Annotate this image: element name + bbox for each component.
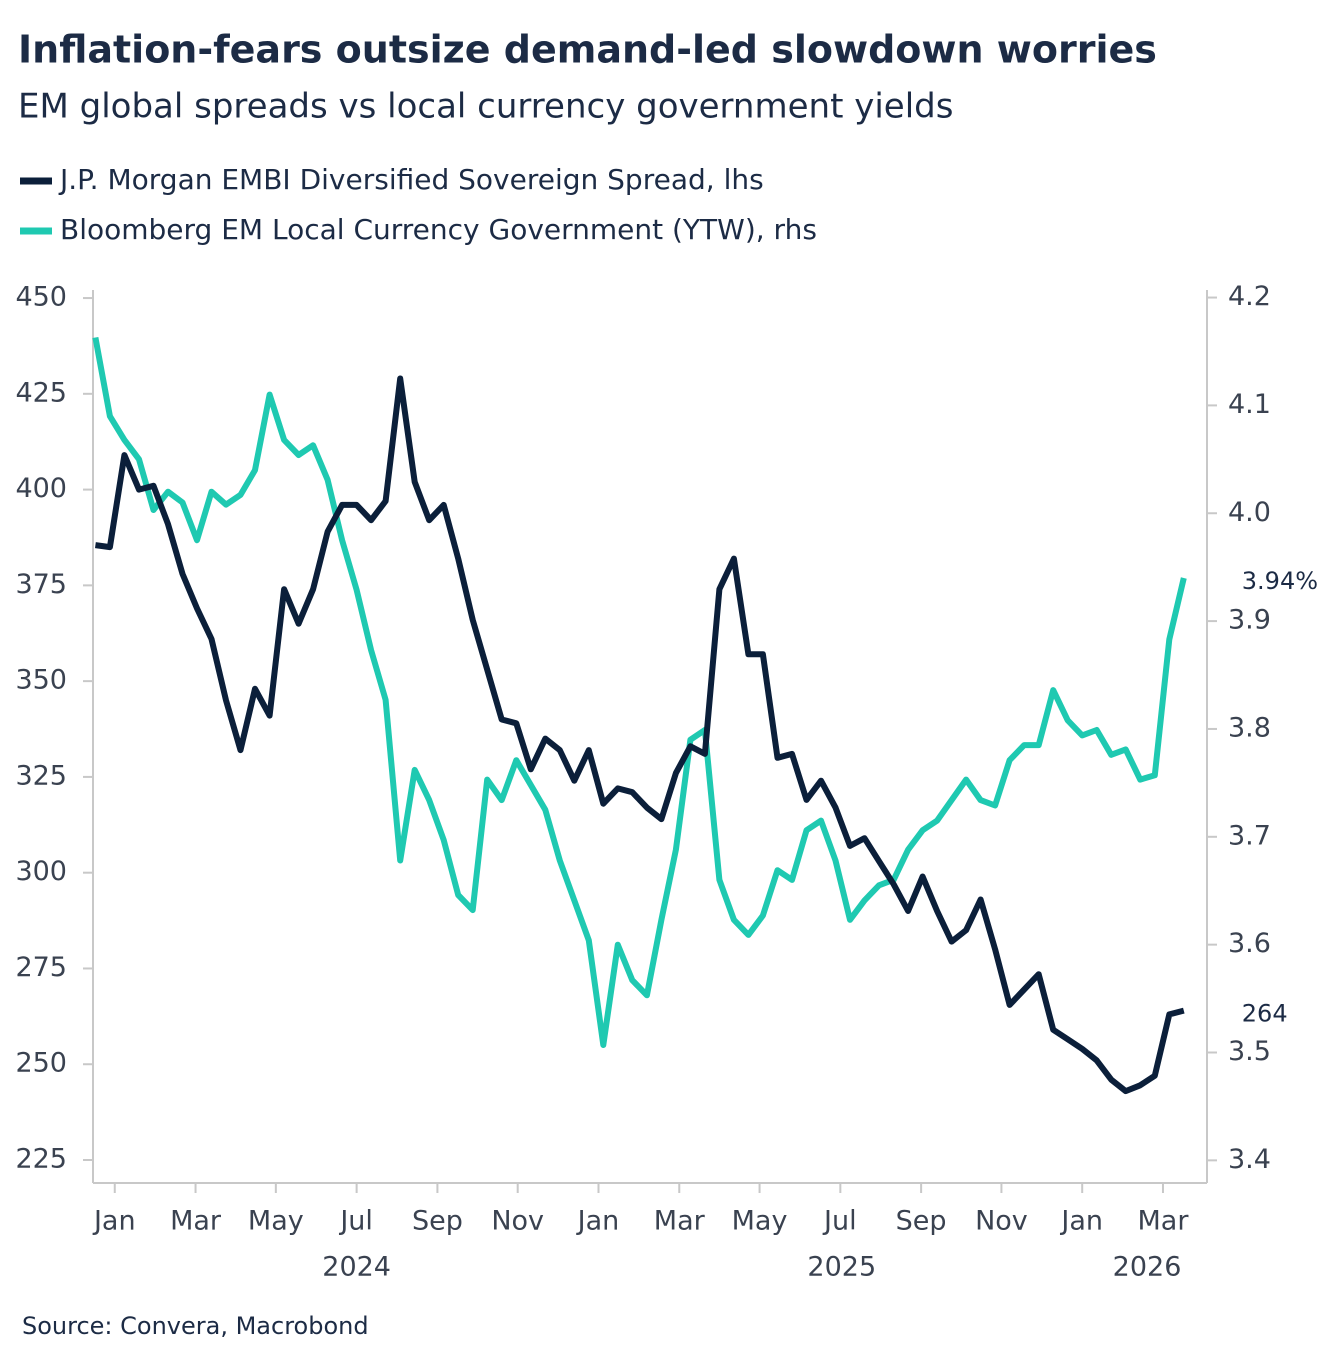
y2-tick-label: 3.4 [1228,1144,1271,1175]
legend-label: Bloomberg EM Local Currency Government (… [60,213,817,246]
y-tick-label: 275 [15,952,67,983]
x-tick-label: Sep [896,1206,947,1237]
y2-tick-label: 3.9 [1228,605,1271,636]
y2-tick-label: 3.5 [1228,1036,1271,1067]
x-tick-label: Nov [491,1206,544,1237]
y-tick-label: 225 [15,1144,67,1175]
x-tick-label: Nov [975,1206,1028,1237]
x-tick-label: Mar [170,1206,222,1237]
source-note: Source: Convera, Macrobond [22,1312,369,1340]
chart-title: Inflation-fears outsize demand-led slowd… [18,28,1157,72]
y-tick-label: 350 [15,665,67,696]
y-tick-label: 375 [15,569,67,600]
series-line [92,336,1187,1048]
x-tick-label: Jan [576,1206,620,1237]
x-tick-label: Sep [412,1206,463,1237]
y2-tick-label: 3.8 [1228,712,1271,743]
y2-tick-label: 3.6 [1228,928,1271,959]
y2-tick-label: 4.1 [1228,389,1271,420]
chart-subtitle: EM global spreads vs local currency gove… [18,87,953,127]
y-tick-label: 425 [15,377,67,408]
x-tick-label: Jan [92,1206,136,1237]
y-tick-label: 400 [15,473,67,504]
year-label: 2025 [807,1252,876,1283]
x-tick-label: Mar [1138,1206,1190,1237]
legend-label: J.P. Morgan EMBI Diversified Sovereign S… [58,163,764,196]
y2-tick-label: 4.2 [1228,281,1271,312]
y-tick-label: 250 [15,1048,67,1079]
x-tick-label: Jul [822,1206,857,1237]
x-tick-label: Mar [654,1206,706,1237]
x-tick-label: May [248,1206,304,1237]
x-tick-label: Jul [338,1206,373,1237]
y-tick-label: 325 [15,760,67,791]
year-label: 2026 [1113,1252,1182,1283]
x-tick-label: May [732,1206,788,1237]
y2-tick-label: 3.7 [1228,820,1271,851]
y-tick-label: 300 [15,856,67,887]
year-label: 2024 [322,1252,391,1283]
y-tick-label: 450 [15,282,67,313]
end-label: 3.94% [1242,567,1318,595]
series-line [94,375,1185,1095]
end-label: 264 [1242,1000,1288,1028]
x-tick-label: Jan [1059,1206,1103,1237]
y2-tick-label: 4.0 [1228,497,1271,528]
